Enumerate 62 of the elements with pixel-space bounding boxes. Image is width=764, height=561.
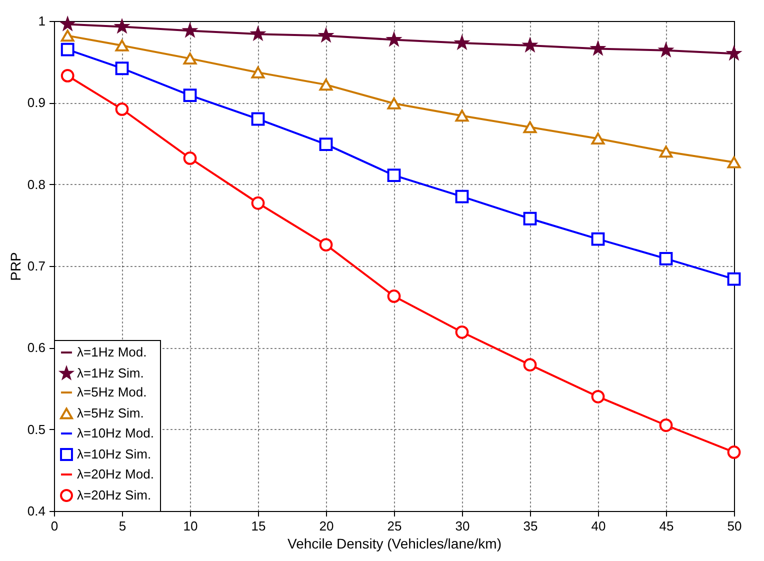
point: [727, 156, 741, 168]
y-tick-label: 0.6: [27, 340, 46, 356]
x-tick-label: 20: [319, 518, 334, 534]
y-tick-label: 0.7: [27, 258, 46, 274]
point: [455, 325, 469, 339]
legend-label: λ=20Hz Mod.: [77, 466, 154, 482]
y-tick-label: 0.9: [27, 95, 46, 110]
x-tick-label: 35: [523, 518, 538, 534]
y-tick-label: 0.4: [27, 504, 46, 518]
x-tick-label: 25: [387, 518, 402, 534]
x-tick-label: 40: [591, 518, 606, 534]
x-tick-label: 15: [251, 518, 266, 534]
point: [60, 42, 74, 56]
point: [523, 212, 537, 226]
point: [251, 66, 265, 78]
legend-label: λ=20Hz Sim.: [77, 488, 152, 502]
x-tick-label: 10: [183, 518, 198, 534]
point: [727, 272, 741, 286]
point: [319, 78, 333, 91]
point: [659, 252, 673, 266]
point: [115, 62, 129, 76]
point: [659, 418, 673, 432]
point: [387, 290, 401, 303]
point: [523, 358, 537, 372]
y-tick-label: 0.8: [27, 176, 46, 192]
legend-label: λ=1Hz Mod.: [77, 344, 147, 360]
point: [523, 121, 537, 134]
y-axis-title: PRP: [7, 252, 24, 281]
point: [251, 112, 265, 126]
point: [591, 232, 605, 246]
point: [591, 390, 605, 404]
point: [115, 40, 129, 52]
legend-label: λ=1Hz Sim.: [77, 366, 144, 380]
point: [319, 238, 333, 252]
x-tick-label: 0: [50, 518, 58, 534]
point: [387, 168, 401, 182]
y-tick-label: 0.5: [27, 422, 46, 437]
point: [60, 30, 74, 42]
point: [455, 190, 469, 204]
point: [659, 146, 673, 158]
point: [115, 102, 129, 116]
legend-label: λ=5Hz Mod.: [77, 384, 147, 400]
point: [591, 132, 605, 145]
x-tick-label: 50: [727, 518, 742, 534]
x-tick-label: 30: [455, 518, 470, 534]
legend-label: λ=10Hz Mod.: [77, 426, 154, 440]
point: [387, 98, 401, 110]
point: [251, 196, 265, 210]
x-tick-label: 5: [118, 518, 126, 534]
point: [183, 88, 197, 102]
legend-label: λ=10Hz Sim.: [77, 446, 152, 462]
point: [183, 152, 197, 165]
x-axis-title: Vehcile Density (Vehicles/lane/km): [288, 536, 502, 552]
point: [183, 52, 197, 65]
y-tick-label: 1: [38, 14, 46, 28]
point: [727, 446, 741, 459]
x-tick-label: 45: [659, 518, 674, 534]
point: [61, 18, 74, 30]
point: [319, 138, 333, 152]
point: [60, 69, 74, 82]
legend-label: λ=5Hz Sim.: [77, 406, 144, 420]
point: [455, 110, 469, 122]
